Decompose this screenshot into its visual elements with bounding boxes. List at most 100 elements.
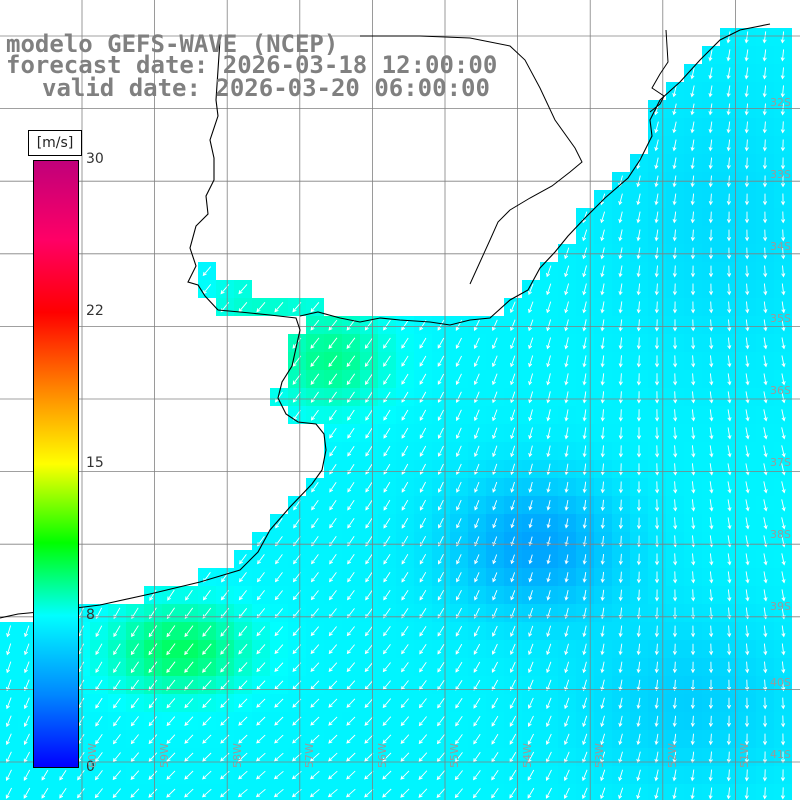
wind-arrow xyxy=(347,409,355,421)
wind-arrow xyxy=(744,211,750,224)
wind-arrow xyxy=(419,662,427,673)
wind-arrow xyxy=(709,391,714,404)
wind-arrow xyxy=(744,139,749,152)
wind-arrow xyxy=(708,265,714,278)
wind-arrow xyxy=(654,355,660,368)
wind-arrow xyxy=(781,301,786,314)
wind-arrow xyxy=(311,482,319,493)
wind-arrow xyxy=(220,643,230,655)
wind-arrow xyxy=(600,247,605,260)
wind-cell xyxy=(288,784,306,800)
wind-arrow xyxy=(455,391,462,404)
wind-arrow xyxy=(600,355,605,368)
wind-arrow xyxy=(545,787,552,799)
wind-arrow xyxy=(346,662,356,673)
wind-arrow xyxy=(636,769,641,782)
wind-arrow xyxy=(673,409,678,422)
wind-arrow xyxy=(582,625,587,638)
wind-arrow xyxy=(708,697,713,710)
wind-arrow xyxy=(745,499,750,512)
wind-arrow xyxy=(564,445,569,458)
wind-arrow xyxy=(528,373,534,386)
wind-arrow xyxy=(582,391,587,404)
wind-arrow xyxy=(364,319,373,331)
wind-arrow xyxy=(473,679,481,691)
wind-arrow xyxy=(438,553,444,565)
wind-arrow xyxy=(436,734,445,745)
wind-arrow xyxy=(419,571,427,583)
wind-arrow xyxy=(347,554,355,565)
wind-arrow xyxy=(708,121,713,134)
wind-arrow xyxy=(166,788,176,798)
wind-arrow xyxy=(383,409,391,421)
wind-arrow xyxy=(564,481,569,494)
wind-arrow xyxy=(148,752,158,763)
wind-cell xyxy=(144,784,162,800)
wind-arrow xyxy=(94,788,103,799)
wind-arrow xyxy=(238,590,247,601)
wind-arrow xyxy=(491,355,498,368)
wind-arrow xyxy=(781,247,786,260)
wind-arrow xyxy=(474,427,480,440)
wind-arrow xyxy=(673,571,678,584)
wind-arrow xyxy=(400,716,410,727)
lon-label-56w: 56W xyxy=(376,743,389,768)
wind-arrow xyxy=(781,589,786,602)
wind-arrow xyxy=(636,553,641,566)
wind-arrow xyxy=(709,337,714,350)
wind-arrow xyxy=(328,391,337,403)
wind-arrow xyxy=(510,337,516,350)
wind-arrow xyxy=(5,715,12,728)
wind-arrow xyxy=(762,49,767,62)
wind-arrow xyxy=(437,643,445,655)
wind-arrow xyxy=(238,698,248,708)
wind-arrow xyxy=(600,283,605,296)
wind-arrow xyxy=(545,769,552,781)
wind-arrow xyxy=(274,662,284,672)
wind-arrow xyxy=(130,661,139,674)
wind-arrow xyxy=(636,679,641,692)
wind-arrow xyxy=(166,643,176,656)
wind-arrow xyxy=(113,697,121,709)
wind-arrow xyxy=(292,572,301,583)
wind-arrow xyxy=(672,769,677,782)
wind-arrow xyxy=(437,481,444,493)
wind-arrow xyxy=(545,733,552,745)
wind-arrow xyxy=(763,265,768,278)
wind-arrow xyxy=(654,625,659,638)
wind-arrow xyxy=(546,679,552,692)
wind-arrow xyxy=(582,427,587,440)
wind-arrow xyxy=(600,697,605,710)
wind-arrow xyxy=(238,625,248,637)
wind-arrow xyxy=(382,716,392,727)
wind-arrow xyxy=(690,121,695,134)
wind-arrow xyxy=(419,391,427,403)
wind-arrow xyxy=(744,787,749,800)
wind-arrow xyxy=(401,445,409,457)
wind-arrow xyxy=(600,301,605,314)
wind-arrow xyxy=(185,589,193,601)
wind-arrow xyxy=(491,337,498,350)
wind-arrow xyxy=(582,518,587,529)
wind-arrow xyxy=(437,661,445,673)
wind-cell xyxy=(180,784,198,800)
wind-arrow xyxy=(709,373,714,386)
wind-arrow xyxy=(400,770,410,780)
wind-arrow xyxy=(202,716,212,726)
wind-arrow xyxy=(582,572,587,583)
wind-arrow xyxy=(708,769,713,782)
wind-arrow xyxy=(401,481,409,493)
wind-arrow xyxy=(691,391,696,404)
wind-arrow xyxy=(492,518,498,529)
wind-arrow xyxy=(528,590,533,601)
wind-arrow xyxy=(673,337,678,350)
wind-arrow xyxy=(763,697,768,710)
wind-arrow xyxy=(582,661,587,674)
wind-arrow xyxy=(166,770,176,780)
wind-arrow xyxy=(5,769,12,782)
wind-arrow xyxy=(763,463,768,476)
wind-arrow xyxy=(546,391,551,404)
wind-arrow xyxy=(382,770,392,780)
wind-arrow xyxy=(473,319,480,332)
wind-arrow xyxy=(220,661,230,673)
